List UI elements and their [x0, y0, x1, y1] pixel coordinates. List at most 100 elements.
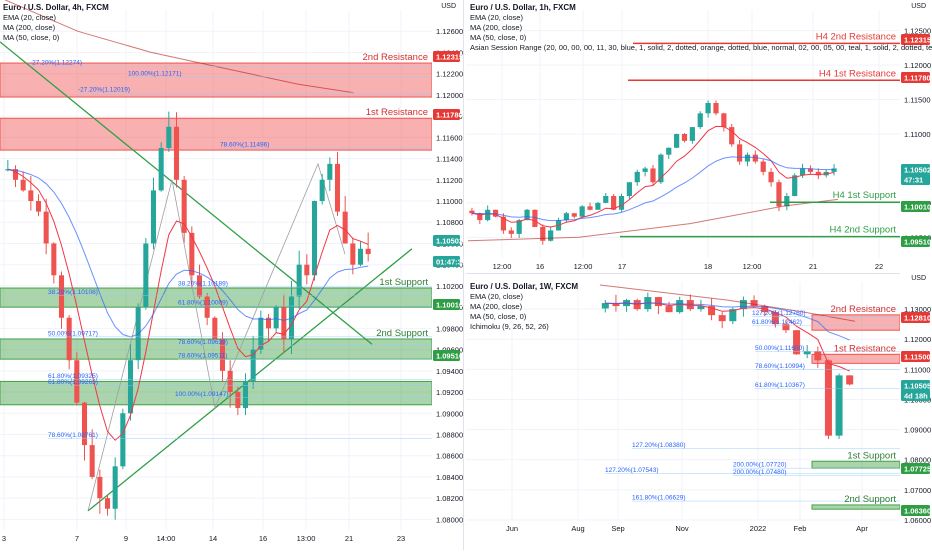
- price-badge: 1.11780: [901, 72, 931, 83]
- price-tick-label: 1.08200: [436, 494, 463, 503]
- svg-text:1.06360: 1.06360: [904, 507, 931, 516]
- chart-title: Euro / U.S. Dollar, 1W, FXCM: [470, 282, 578, 291]
- price-badge: 1.10502: [433, 235, 463, 246]
- indicator-legend[interactable]: Ichimoku (9, 26, 52, 26): [470, 322, 549, 331]
- svg-text:1.07725: 1.07725: [904, 465, 931, 474]
- time-tick-label: Nov: [675, 524, 689, 533]
- svg-text:1.10505: 1.10505: [904, 382, 931, 391]
- indicator-legend[interactable]: MA (200, close): [3, 23, 56, 32]
- price-axis-4h[interactable]: 1.126001.124001.122001.120001.118001.116…: [432, 0, 463, 542]
- price-badge: 47:31: [901, 174, 930, 185]
- price-tick-label: 1.12600: [436, 27, 463, 36]
- candle: [159, 142, 164, 191]
- price-tick-label: 1.08000: [436, 515, 463, 524]
- fib-label: 50.00%(1.09717): [48, 330, 98, 337]
- candle: [595, 202, 600, 210]
- price-zone[interactable]: [812, 505, 900, 509]
- price-badge: 1.11780: [433, 109, 463, 120]
- fib-label: 61.80%(1.12462): [752, 319, 802, 326]
- indicator-legend[interactable]: EMA (20, close): [470, 13, 523, 22]
- zone-label: 1st Resistance: [366, 107, 428, 118]
- fib-label: 61.80%(1.10367): [755, 382, 805, 389]
- candle: [136, 303, 141, 369]
- price-zone[interactable]: [0, 118, 432, 150]
- candle: [619, 194, 624, 212]
- time-tick-label: 17: [618, 262, 626, 271]
- price-tick-label: 1.12200: [436, 70, 463, 79]
- fib-label: 78.60%(1.11496): [220, 141, 269, 148]
- indicator-legend[interactable]: MA (50, close, 0): [470, 312, 527, 321]
- price-tick-label: 1.11400: [436, 155, 463, 164]
- time-tick-label: 16: [259, 534, 267, 543]
- chart-title: Euro / U.S. Dollar, 1h, FXCM: [470, 3, 576, 12]
- price-zone[interactable]: [812, 461, 900, 468]
- time-tick-label: 14:00: [157, 534, 176, 543]
- fib-label: 127.20%(1.08380): [632, 442, 686, 449]
- price-tick-label: 1.10200: [436, 282, 463, 291]
- svg-text:4d 18h: 4d 18h: [904, 392, 928, 401]
- price-badge: 1.09510: [433, 350, 463, 361]
- fib-label: 38.20%(1.10108): [48, 289, 98, 296]
- price-badge: 1.12810: [901, 312, 931, 323]
- svg-text:1.12315: 1.12315: [436, 53, 463, 62]
- price-tick-label: 1.08800: [436, 430, 463, 439]
- currency-label: USD: [911, 275, 926, 282]
- zone-label: 2nd Resistance: [363, 52, 428, 63]
- price-tick-label: 1.08600: [436, 452, 463, 461]
- time-tick-label: Aug: [571, 524, 584, 533]
- indicator-legend[interactable]: MA (200, close): [470, 23, 523, 32]
- zone-label: 1st Support: [379, 277, 428, 288]
- svg-text:1.12810: 1.12810: [904, 314, 931, 323]
- level-label: H4 2nd Support: [829, 225, 896, 236]
- svg-text:1.11500: 1.11500: [904, 353, 931, 362]
- price-tick-label: 1.09400: [436, 367, 463, 376]
- price-badge: 1.10502: [901, 164, 931, 175]
- svg-text:1.09510: 1.09510: [436, 352, 463, 361]
- price-badge: 1.12315: [433, 51, 463, 62]
- fib-label: 78.60%(1.08761): [48, 432, 98, 439]
- candle: [729, 124, 734, 147]
- zone-label: 1st Resistance: [834, 343, 896, 354]
- indicator-legend[interactable]: EMA (20, close): [3, 13, 56, 22]
- time-tick-label: Jun: [506, 524, 518, 533]
- indicator-legend[interactable]: MA (200, close): [470, 302, 523, 311]
- price-tick-label: 1.10800: [436, 218, 463, 227]
- time-tick-label: Apr: [856, 524, 868, 533]
- svg-text:1.10502: 1.10502: [436, 237, 463, 246]
- price-tick-label: 1.06000: [904, 516, 931, 525]
- indicator-legend[interactable]: Asian Session Range (20, 00, 00, 00, 11,…: [470, 43, 932, 52]
- fib-label: 78.60%(1.09639): [178, 339, 228, 346]
- time-tick-label: 16: [536, 262, 544, 271]
- currency-label: USD: [441, 3, 456, 10]
- fib-label: 38.20%(1.10189): [178, 280, 228, 287]
- candle: [825, 359, 832, 439]
- price-tick-label: 1.09000: [436, 409, 463, 418]
- price-tick-label: 1.12000: [904, 61, 931, 70]
- candle: [212, 316, 217, 339]
- fib-label: 161.80%(1.06629): [632, 495, 686, 502]
- candle: [312, 201, 317, 281]
- time-tick-label: 23: [397, 534, 405, 543]
- svg-text:01:47:31: 01:47:31: [436, 258, 466, 267]
- price-badge: 1.07725: [901, 463, 931, 474]
- price-tick-label: 1.09800: [436, 324, 463, 333]
- svg-text:47:31: 47:31: [904, 176, 923, 185]
- svg-text:1.10010: 1.10010: [904, 203, 931, 212]
- candle: [836, 374, 843, 439]
- price-tick-label: 1.11200: [436, 176, 463, 185]
- price-badge: 1.10010: [433, 299, 463, 310]
- svg-text:1.11780: 1.11780: [436, 111, 463, 120]
- price-zone[interactable]: [0, 63, 432, 97]
- level-label: H4 2nd Resistance: [816, 31, 896, 42]
- time-tick-label: 22: [875, 262, 883, 271]
- svg-text:1.09510: 1.09510: [904, 238, 931, 247]
- fib-label: 61.80%(1.10009): [178, 300, 228, 307]
- price-tick-label: 1.11500: [904, 96, 931, 105]
- indicator-legend[interactable]: MA (50, close, 0): [470, 33, 527, 42]
- price-zone[interactable]: [812, 315, 900, 330]
- time-tick-label: 7: [75, 534, 79, 543]
- indicator-legend[interactable]: MA (50, close, 0): [3, 33, 60, 42]
- price-badge: 1.06360: [901, 505, 931, 516]
- indicator-legend[interactable]: EMA (20, close): [470, 292, 523, 301]
